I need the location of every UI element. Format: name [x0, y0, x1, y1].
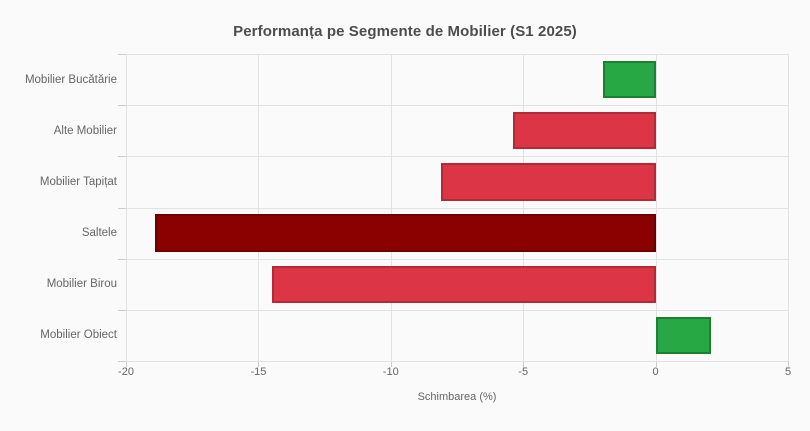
plot-area	[118, 54, 789, 367]
x-axis-tick-label: 5	[784, 366, 792, 378]
y-axis-tick-mark	[118, 156, 126, 158]
horizontal-gridline	[126, 309, 788, 311]
y-axis-category-label: Mobilier Bucătărie	[24, 73, 117, 86]
chart-bar[interactable]	[602, 60, 656, 99]
y-axis-category-label: Mobilier Obiect	[40, 329, 117, 342]
y-axis-category-label: Mobilier Birou	[46, 278, 117, 291]
chart-bar[interactable]	[655, 316, 712, 355]
x-axis-tick-labels: -20 -15 -10 -5 0 5	[118, 366, 792, 380]
x-axis-title: Schimbarea (%)	[417, 391, 497, 403]
y-axis-category-label: Mobilier Tapițat	[39, 175, 117, 188]
y-axis-tick-mark	[118, 207, 126, 209]
horizontal-gridline	[126, 258, 788, 260]
x-axis-tick-mark	[258, 361, 260, 367]
x-axis-tick-mark	[390, 361, 392, 367]
x-axis-tick-label: -10	[382, 366, 399, 378]
y-axis-tick-mark	[118, 54, 126, 55]
vertical-gridline	[788, 54, 789, 361]
y-axis-tick-mark	[118, 361, 126, 362]
x-axis-tick-label: -15	[250, 366, 267, 378]
x-axis-tick-label: 0	[652, 366, 659, 378]
y-axis-tick-mark	[118, 309, 126, 311]
chart-bar[interactable]	[271, 265, 656, 303]
y-axis-tick-mark	[118, 105, 126, 107]
chart-title: Performanța pe Segmente de Mobilier (S1 …	[233, 23, 577, 40]
x-axis-tick-mark	[655, 361, 657, 367]
chart-bar[interactable]	[512, 112, 656, 150]
horizontal-gridline	[126, 54, 788, 55]
y-axis-labels: Mobilier Bucătărie Alte Mobilier Mobilier …	[0, 54, 117, 361]
chart-bar[interactable]	[155, 214, 656, 252]
x-axis-tick-mark	[788, 361, 789, 367]
y-axis-category-label: Alte Mobilier	[53, 124, 117, 137]
horizontal-gridline	[126, 105, 788, 107]
x-axis-tick-mark	[126, 361, 127, 367]
x-axis-tick-label: -5	[518, 366, 529, 378]
y-axis-category-label: Saltele	[81, 227, 117, 240]
chart-bar[interactable]	[441, 163, 656, 201]
horizontal-gridline	[126, 156, 788, 158]
y-axis-tick-mark	[118, 258, 126, 260]
x-axis-tick-mark	[523, 361, 525, 367]
horizontal-gridline	[126, 361, 788, 362]
horizontal-gridline	[126, 207, 788, 209]
x-axis-tick-label: -20	[118, 366, 134, 378]
